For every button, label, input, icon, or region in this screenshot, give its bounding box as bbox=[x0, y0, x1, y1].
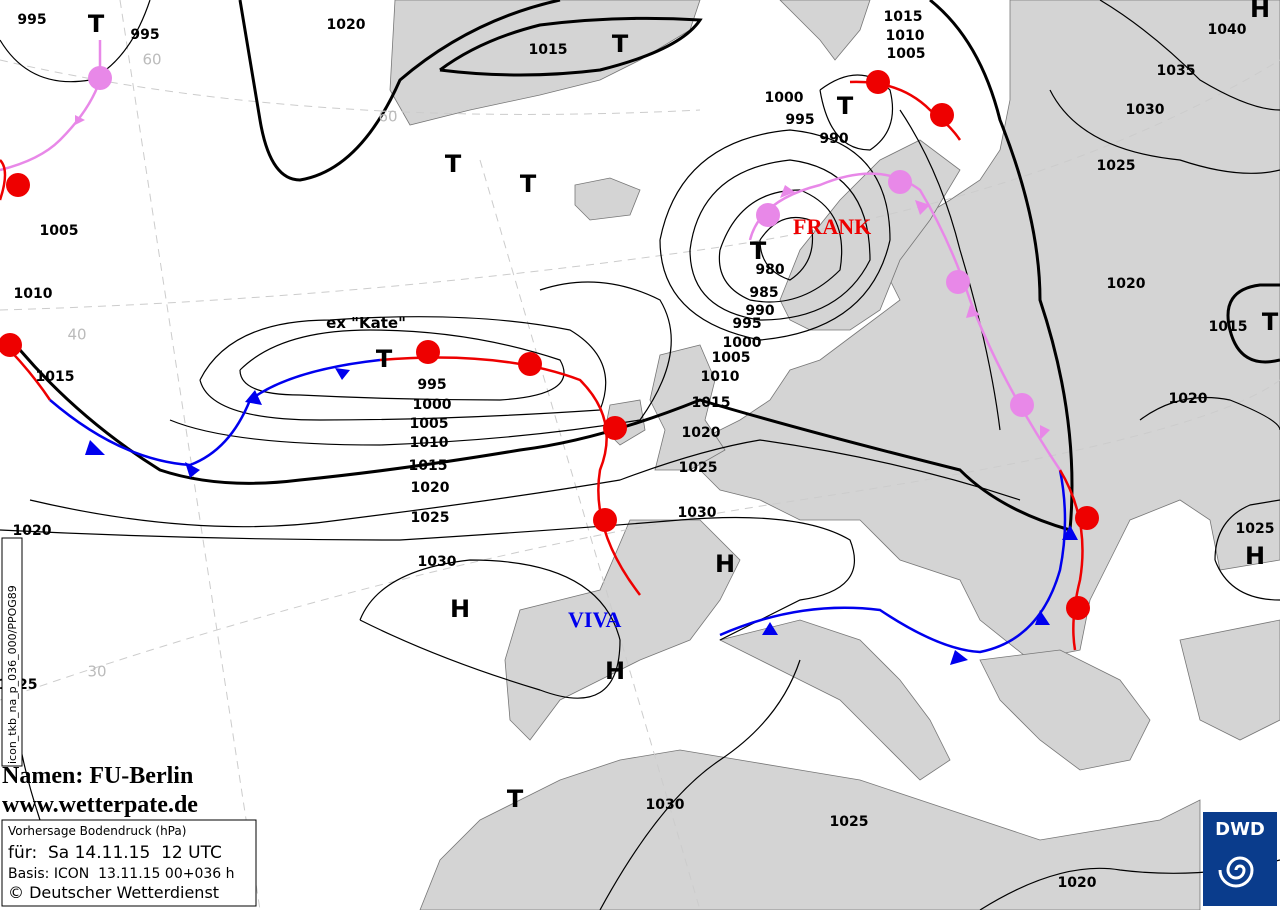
isobar-label: 1025 bbox=[411, 510, 450, 526]
grid-label: 40 bbox=[67, 326, 86, 344]
isobar-label: 1020 bbox=[1169, 391, 1208, 407]
pressure-centers: T T H T T T T T T H H H H T bbox=[88, 0, 1279, 813]
isobar-label: 1010 bbox=[14, 286, 53, 302]
isobar-label: 980 bbox=[755, 262, 784, 278]
pressure-center: T bbox=[612, 30, 629, 58]
isobar-label: 1020 bbox=[1058, 875, 1097, 891]
logo-text: DWD bbox=[1215, 819, 1265, 840]
info-box bbox=[1, 819, 257, 907]
isobar-label: 995 bbox=[732, 316, 761, 332]
front-symbols bbox=[0, 66, 1099, 665]
front-name: FRANK bbox=[793, 214, 871, 239]
info-title: Vorhersage Bodendruck (hPa) bbox=[8, 824, 186, 838]
pressure-center: T bbox=[88, 10, 105, 38]
isobar-label: 1020 bbox=[411, 480, 450, 496]
isobar-label: 1025 bbox=[1097, 158, 1136, 174]
isobar-label: 1015 bbox=[692, 395, 731, 411]
pressure-center: T bbox=[376, 345, 393, 373]
pressure-center: T bbox=[507, 785, 524, 813]
pressure-center: T bbox=[750, 237, 767, 265]
isobar-label: 1000 bbox=[723, 335, 762, 351]
storm-label: ex "Kate" bbox=[326, 314, 406, 332]
isobar-label: 1005 bbox=[712, 350, 751, 366]
grid-label: 60 bbox=[378, 108, 397, 126]
isobar-label: 1010 bbox=[701, 369, 740, 385]
pressure-center: H bbox=[715, 550, 735, 578]
credits-website: www.wetterpate.de bbox=[2, 792, 198, 818]
isobar-label: 1015 bbox=[36, 369, 75, 385]
isobar-label: 1015 bbox=[884, 9, 923, 25]
product-box bbox=[1, 537, 23, 767]
pressure-center: T bbox=[837, 92, 854, 120]
info-valid: für: Sa 14.11.15 12 UTC bbox=[8, 843, 222, 863]
isobar-label: 1030 bbox=[646, 797, 685, 813]
pressure-center: T bbox=[1262, 308, 1279, 336]
isobar-label: 1030 bbox=[418, 554, 457, 570]
info-basis: Basis: ICON 13.11.15 00+036 h bbox=[8, 866, 235, 882]
isobar-label: 1020 bbox=[682, 425, 721, 441]
pressure-center: T bbox=[520, 170, 537, 198]
isobar-label: 1015 bbox=[1209, 319, 1248, 335]
isobar-label: 995 bbox=[785, 112, 814, 128]
isobar-label: 990 bbox=[819, 131, 848, 147]
isobar-label: 1030 bbox=[678, 505, 717, 521]
isobar-label: 1020 bbox=[13, 523, 52, 539]
front-name: VIVA bbox=[568, 607, 622, 632]
product-id: icon_tkb_na_p_036_000/PPOG89 bbox=[6, 585, 19, 764]
isobar-label: 1020 bbox=[327, 17, 366, 33]
isobar-label: 1025 bbox=[830, 814, 869, 830]
isobar-label: 1000 bbox=[413, 397, 452, 413]
credits-names: Namen: FU-Berlin bbox=[2, 763, 193, 789]
pressure-center: H bbox=[450, 595, 470, 623]
pressure-center: H bbox=[1250, 0, 1270, 23]
isobar-label: 1040 bbox=[1208, 22, 1247, 38]
isobar-label: 1025 bbox=[679, 460, 718, 476]
pressure-center: H bbox=[1245, 542, 1265, 570]
info-copyright: © Deutscher Wetterdienst bbox=[8, 883, 219, 902]
pressure-center: H bbox=[605, 657, 625, 685]
isobar-label: 1010 bbox=[410, 435, 449, 451]
grid-label: 60 bbox=[142, 51, 161, 69]
isobar-label: 1015 bbox=[409, 458, 448, 474]
pressure-center: T bbox=[445, 150, 462, 178]
isobar-label: 1005 bbox=[410, 416, 449, 432]
isobar-labels: 995 995 1020 1015 1015 1010 1005 1040 1035 1030 10… bbox=[13, 9, 1275, 891]
isobar-label: 1010 bbox=[886, 28, 925, 44]
isobar-label: 985 bbox=[749, 285, 778, 301]
isobar-label: 990 bbox=[745, 303, 774, 319]
grid-label: 30 bbox=[87, 663, 106, 681]
isobar-label: 1015 bbox=[529, 42, 568, 58]
isobar-label: 1025 bbox=[1236, 521, 1275, 537]
isobar-label: 995 bbox=[17, 12, 46, 28]
isobar-label: 995 bbox=[130, 27, 159, 43]
isobar-label: 1035 bbox=[1157, 63, 1196, 79]
isobar-label: 1000 bbox=[765, 90, 804, 106]
isobar-label: 1005 bbox=[887, 46, 926, 62]
isobar-label: 1005 bbox=[40, 223, 79, 239]
isobar-label: 1020 bbox=[1107, 276, 1146, 292]
isobar-label: 995 bbox=[417, 377, 446, 393]
grid-labels: 60 60 40 30 bbox=[67, 51, 397, 681]
isobar-label: 1030 bbox=[1126, 102, 1165, 118]
logo-swirl bbox=[1218, 856, 1254, 888]
